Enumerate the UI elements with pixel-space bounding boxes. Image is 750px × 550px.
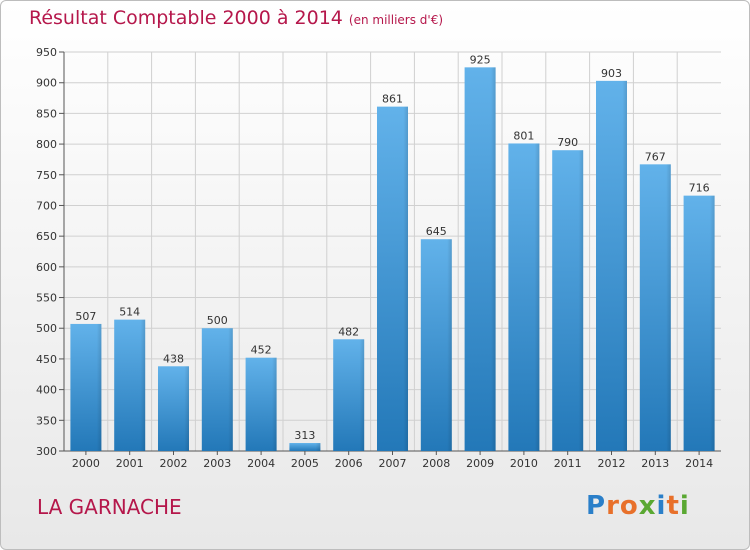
data-label: 482 bbox=[338, 325, 359, 338]
bar-shade bbox=[683, 195, 715, 451]
y-tick-label: 450 bbox=[36, 353, 57, 366]
x-tick-label: 2004 bbox=[247, 457, 275, 470]
bar-shade bbox=[552, 150, 584, 451]
bar-shade bbox=[508, 143, 540, 451]
logo-letter: t bbox=[666, 491, 680, 521]
bar-shade bbox=[464, 67, 496, 451]
x-tick-label: 2001 bbox=[116, 457, 144, 470]
data-label: 767 bbox=[645, 150, 666, 163]
x-tick-label: 2009 bbox=[466, 457, 494, 470]
y-tick-label: 300 bbox=[36, 445, 57, 458]
x-tick-label: 2010 bbox=[510, 457, 538, 470]
x-tick-label: 2005 bbox=[291, 457, 319, 470]
chart-title-text: Résultat Comptable 2000 à 2014 bbox=[29, 7, 343, 29]
y-tick-label: 650 bbox=[36, 230, 57, 243]
y-tick-label: 700 bbox=[36, 199, 57, 212]
bar-shade bbox=[158, 366, 189, 451]
data-label: 507 bbox=[75, 310, 96, 323]
y-tick-label: 600 bbox=[36, 261, 57, 274]
logo-letter: i bbox=[679, 491, 690, 521]
data-label: 438 bbox=[163, 352, 184, 365]
bar-shade bbox=[114, 319, 146, 451]
y-tick-label: 850 bbox=[36, 107, 57, 120]
y-tick-label: 900 bbox=[36, 77, 57, 90]
data-label: 925 bbox=[470, 53, 491, 66]
y-tick-label: 750 bbox=[36, 169, 57, 182]
x-tick-label: 2003 bbox=[203, 457, 231, 470]
logo-letter: o bbox=[619, 491, 639, 521]
bar-shade bbox=[333, 339, 365, 451]
x-tick-label: 2000 bbox=[72, 457, 100, 470]
bar-shade bbox=[639, 164, 671, 451]
data-label: 903 bbox=[601, 67, 622, 80]
x-tick-label: 2002 bbox=[160, 457, 188, 470]
chart-title: Résultat Comptable 2000 à 2014 (en millie… bbox=[29, 7, 443, 29]
logo-letter: P bbox=[586, 491, 607, 521]
x-tick-label: 2006 bbox=[335, 457, 363, 470]
chart-subtitle: (en milliers d'€) bbox=[348, 13, 444, 27]
data-label: 716 bbox=[689, 182, 710, 195]
bar-layer bbox=[70, 67, 715, 451]
bar-shade bbox=[289, 443, 321, 451]
y-tick-label: 950 bbox=[36, 46, 57, 59]
bar-shade bbox=[245, 357, 277, 451]
y-tick-label: 350 bbox=[36, 414, 57, 427]
logo-letter: r bbox=[606, 491, 620, 521]
x-tick-label: 2012 bbox=[598, 457, 626, 470]
y-tick-label: 400 bbox=[36, 384, 57, 397]
bar-shade bbox=[596, 80, 627, 451]
x-tick-label: 2008 bbox=[422, 457, 450, 470]
town-name: LA GARNACHE bbox=[37, 495, 182, 519]
proxiti-logo: Proxiti bbox=[586, 491, 690, 521]
logo-letter: i bbox=[656, 491, 667, 521]
data-label: 861 bbox=[382, 93, 403, 106]
data-label: 801 bbox=[513, 129, 534, 142]
bar-shade bbox=[70, 323, 102, 451]
data-label: 514 bbox=[119, 306, 140, 319]
label-layer: 507 514 438 500 452 313 482 861 645 925 801 790 903 7… bbox=[75, 53, 709, 442]
data-label: 452 bbox=[251, 344, 272, 357]
x-tick-label: 2014 bbox=[685, 457, 713, 470]
x-tick-label: 2011 bbox=[554, 457, 582, 470]
data-label: 313 bbox=[294, 429, 315, 442]
logo-letter: x bbox=[638, 491, 657, 521]
y-tick-label: 550 bbox=[36, 292, 57, 305]
y-tick-label: 800 bbox=[36, 138, 57, 151]
x-tick-label: 2007 bbox=[379, 457, 407, 470]
bar-shade bbox=[420, 239, 452, 451]
x-tick-label: 2013 bbox=[641, 457, 669, 470]
data-label: 790 bbox=[557, 136, 578, 149]
y-tick-label: 500 bbox=[36, 322, 57, 335]
bar-shade bbox=[201, 328, 233, 451]
data-label: 645 bbox=[426, 225, 447, 238]
data-label: 500 bbox=[207, 314, 228, 327]
bar-shade bbox=[377, 106, 408, 451]
